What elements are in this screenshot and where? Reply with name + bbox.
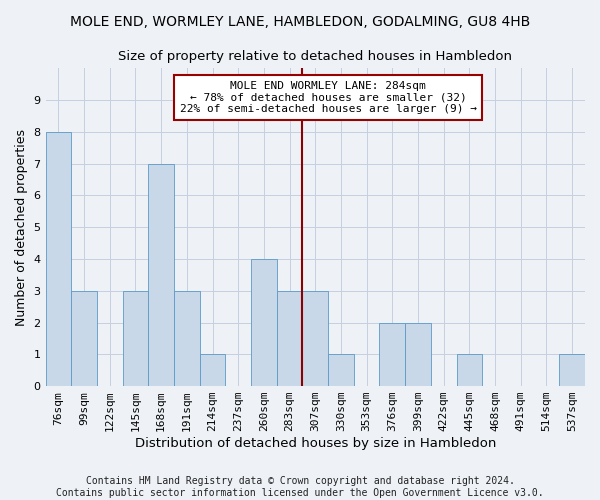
Bar <box>200 354 226 386</box>
Bar <box>277 291 302 386</box>
Text: Contains HM Land Registry data © Crown copyright and database right 2024.
Contai: Contains HM Land Registry data © Crown c… <box>56 476 544 498</box>
X-axis label: Distribution of detached houses by size in Hambledon: Distribution of detached houses by size … <box>134 437 496 450</box>
Bar <box>302 291 328 386</box>
Bar <box>71 291 97 386</box>
Bar <box>148 164 174 386</box>
Title: Size of property relative to detached houses in Hambledon: Size of property relative to detached ho… <box>118 50 512 63</box>
Text: MOLE END WORMLEY LANE: 284sqm
← 78% of detached houses are smaller (32)
22% of s: MOLE END WORMLEY LANE: 284sqm ← 78% of d… <box>179 81 476 114</box>
Bar <box>46 132 71 386</box>
Bar <box>122 291 148 386</box>
Bar <box>405 322 431 386</box>
Bar <box>174 291 200 386</box>
Y-axis label: Number of detached properties: Number of detached properties <box>15 128 28 326</box>
Bar <box>251 259 277 386</box>
Bar <box>379 322 405 386</box>
Bar <box>457 354 482 386</box>
Bar <box>559 354 585 386</box>
Text: MOLE END, WORMLEY LANE, HAMBLEDON, GODALMING, GU8 4HB: MOLE END, WORMLEY LANE, HAMBLEDON, GODAL… <box>70 15 530 29</box>
Bar <box>328 354 354 386</box>
